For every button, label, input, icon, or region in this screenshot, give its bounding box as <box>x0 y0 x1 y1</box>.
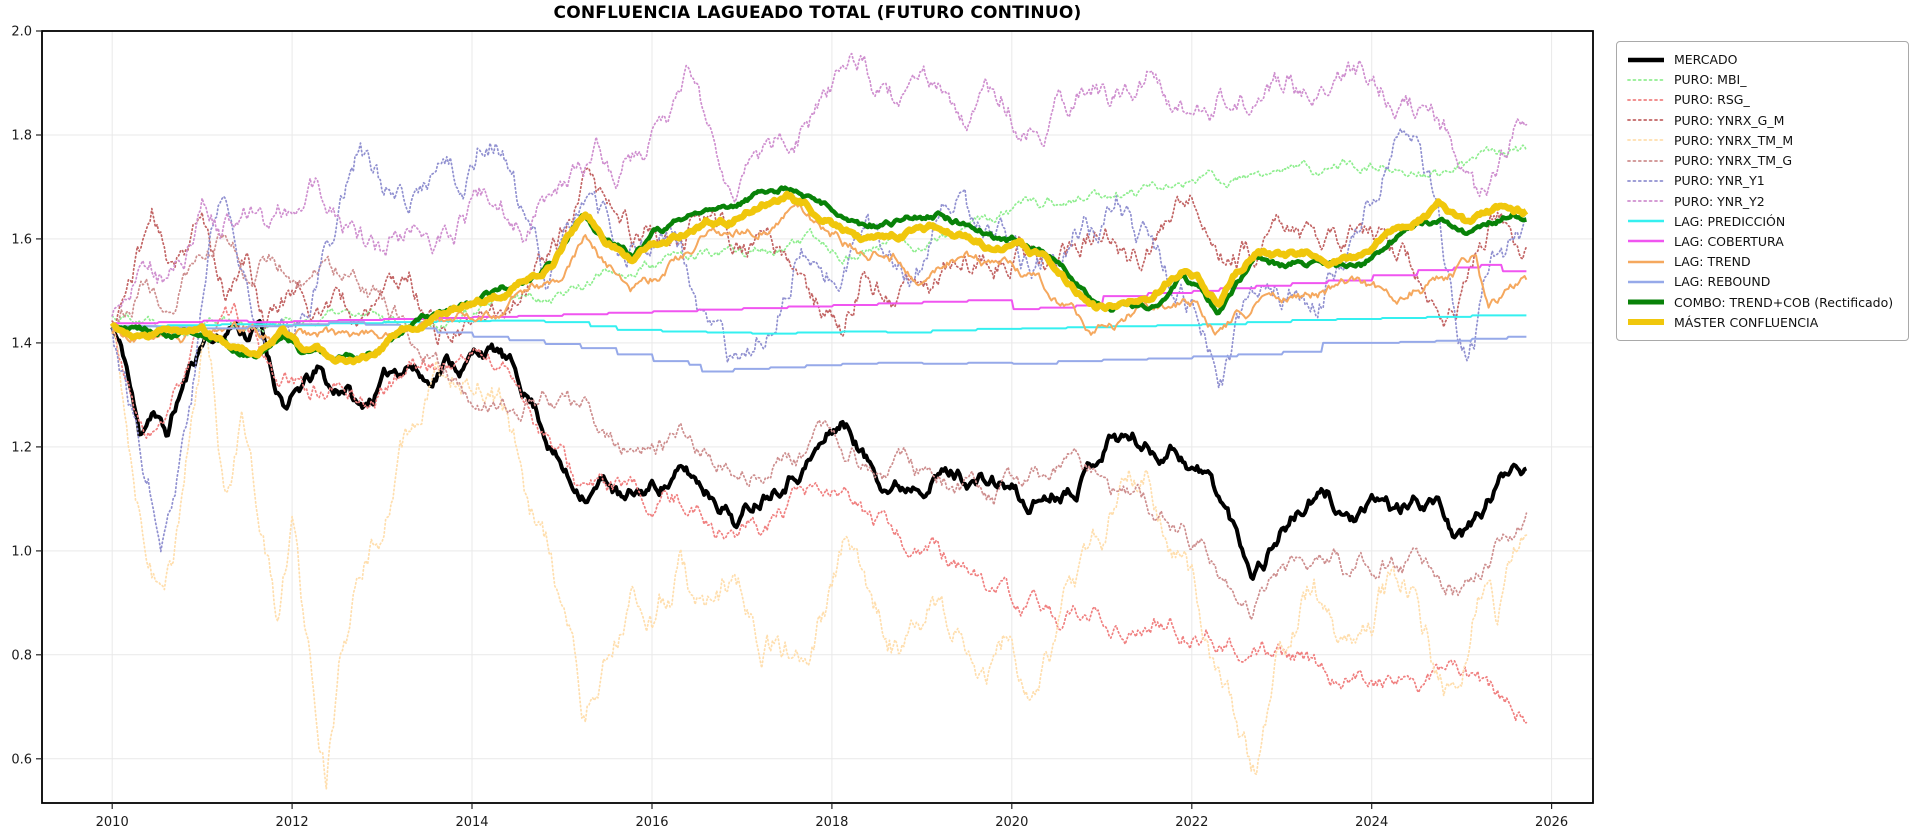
x-tick-label: 2020 <box>995 815 1028 830</box>
y-tick-label: 1.2 <box>11 440 32 455</box>
legend-label-1: MERCADO <box>1674 52 1738 67</box>
legend-swatch-1 <box>1628 57 1664 62</box>
y-tick-label: 0.8 <box>11 648 32 663</box>
x-tick-label: 2014 <box>455 815 488 830</box>
series-line-4 <box>111 167 1528 347</box>
legend-item-4: PURO: YNRX_G_M <box>1627 111 1898 130</box>
legend-label-11: LAG: TREND <box>1674 254 1751 270</box>
legend-item-3: PURO: RSG_ <box>1627 90 1898 109</box>
x-tick-label: 2026 <box>1535 815 1568 830</box>
series-line-2 <box>111 144 1528 337</box>
y-tick-label: 1.6 <box>11 232 32 247</box>
legend-swatch-7 <box>1627 179 1665 182</box>
legend-label-14: MÁSTER CONFLUENCIA <box>1674 314 1819 330</box>
x-tick-label: 2022 <box>1175 815 1208 830</box>
legend-item-11: LAG: TREND <box>1627 252 1898 271</box>
x-tick-label: 2012 <box>276 815 309 830</box>
legend-item-7: PURO: YNR_Y1 <box>1627 171 1898 190</box>
x-tick-label: 2016 <box>635 815 668 830</box>
grid-lines <box>42 30 1593 803</box>
legend-label-8: PURO: YNR_Y2 <box>1674 193 1765 209</box>
legend-label-5: PURO: YNRX_TM_M <box>1674 132 1794 148</box>
legend-item-5: PURO: YNRX_TM_M <box>1627 131 1898 150</box>
legend-label-7: PURO: YNR_Y1 <box>1674 173 1765 189</box>
series-line-9 <box>112 314 1527 335</box>
plot-border <box>41 30 1594 804</box>
legend-label-2: PURO: MBI_ <box>1674 72 1747 88</box>
x-tick-label: 2024 <box>1355 815 1388 830</box>
x-tick-label: 2010 <box>96 815 129 830</box>
legend-label-10: LAG: COBERTURA <box>1674 233 1784 249</box>
series-line-7 <box>111 127 1528 553</box>
legend-swatch-6 <box>1627 159 1665 162</box>
series-line-5 <box>111 327 1528 790</box>
legend-item-12: LAG: REBOUND <box>1627 272 1898 291</box>
y-tick-label: 0.6 <box>11 752 32 767</box>
legend-item-8: PURO: YNR_Y2 <box>1627 192 1898 211</box>
legend-swatch-4 <box>1627 119 1665 122</box>
legend: MERCADO PURO: MBI_ PURO: RSG_ PURO: YNRX_G_… <box>1616 41 1909 341</box>
series-line-13 <box>111 185 1527 364</box>
series-line-12 <box>112 321 1527 373</box>
legend-swatch-10 <box>1628 240 1664 243</box>
y-tick-label: 2.0 <box>11 25 32 40</box>
x-tick-label: 2018 <box>815 815 848 830</box>
legend-swatch-2 <box>1627 78 1665 81</box>
y-tick-label: 1.0 <box>11 544 32 559</box>
legend-label-13: COMBO: TREND+COB (Rectificado) <box>1674 294 1894 310</box>
series-line-10 <box>112 263 1527 325</box>
y-tick-label: 1.4 <box>11 336 32 351</box>
legend-swatch-5 <box>1627 139 1665 142</box>
legend-swatch-14 <box>1628 319 1664 326</box>
legend-item-10: LAG: COBERTURA <box>1627 232 1898 251</box>
series-line-8 <box>111 52 1528 317</box>
legend-swatch-11 <box>1628 260 1664 263</box>
legend-label-3: PURO: RSG_ <box>1674 92 1750 108</box>
series-line-14 <box>109 190 1529 366</box>
legend-swatch-13 <box>1628 299 1664 305</box>
series-line-11 <box>111 202 1528 344</box>
legend-swatch-3 <box>1627 99 1665 101</box>
legend-item-9: LAG: PREDICCIÓN <box>1627 212 1898 231</box>
legend-label-4: PURO: YNRX_G_M <box>1674 112 1785 128</box>
axis-ticks: 0.6 0.8 1.0 1.2 1.4 1.6 1.8 2.0 2010 2012 2014 2016… <box>11 25 1568 831</box>
series-line-3 <box>111 302 1528 724</box>
series-lines <box>109 52 1529 790</box>
legend-item-1: MERCADO <box>1627 50 1898 69</box>
chart-title: CONFLUENCIA LAGUEADO TOTAL (FUTURO CONTI… <box>553 3 1082 23</box>
legend-swatch-12 <box>1628 280 1664 284</box>
legend-item-6: PURO: YNRX_TM_G <box>1627 151 1898 170</box>
y-tick-label: 1.8 <box>11 129 32 144</box>
legend-item-2: PURO: MBI_ <box>1627 70 1898 89</box>
legend-swatch-8 <box>1627 200 1665 202</box>
legend-label-6: PURO: YNRX_TM_G <box>1674 153 1793 169</box>
legend-item-13: COMBO: TREND+COB (Rectificado) <box>1627 293 1898 312</box>
legend-item-14: MÁSTER CONFLUENCIA <box>1627 313 1898 332</box>
legend-label-12: LAG: REBOUND <box>1674 274 1771 290</box>
legend-label-9: LAG: PREDICCIÓN <box>1674 213 1786 229</box>
series-line-1 <box>110 319 1528 581</box>
series-line-6 <box>111 233 1528 621</box>
legend-swatch-9 <box>1628 220 1664 223</box>
